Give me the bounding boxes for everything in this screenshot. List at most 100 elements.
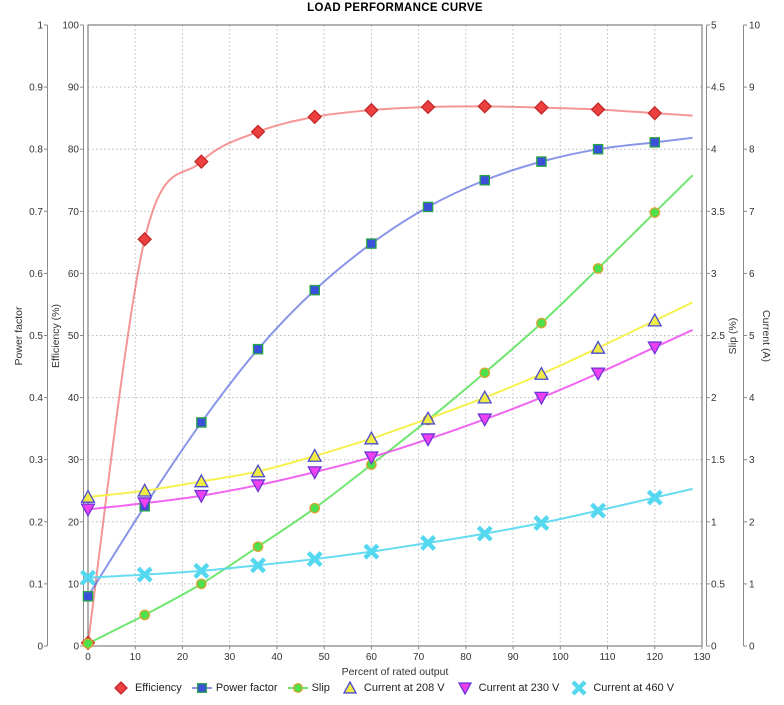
series-current-at-208-v (80, 312, 663, 503)
svg-text:120: 120 (646, 652, 663, 663)
svg-text:0.3: 0.3 (29, 455, 43, 466)
legend-label: Power factor (215, 682, 278, 694)
svg-text:0: 0 (711, 642, 717, 653)
svg-text:0.2: 0.2 (29, 517, 43, 528)
svg-text:60: 60 (68, 269, 80, 280)
svg-text:100: 100 (552, 652, 569, 663)
legend-item-efficiency: Efficiency (110, 680, 182, 696)
svg-text:10: 10 (749, 21, 761, 32)
svg-text:20: 20 (68, 517, 80, 528)
svg-text:0: 0 (85, 652, 91, 663)
svg-text:50: 50 (319, 652, 331, 663)
legend-item-current-at-208-v: Current at 208 V (339, 680, 445, 696)
svg-text:2.5: 2.5 (711, 331, 725, 342)
svg-text:3.5: 3.5 (711, 207, 725, 218)
legend-item-current-at-460-v: Current at 460 V (568, 680, 674, 696)
svg-text:60: 60 (366, 652, 378, 663)
legend: Efficiency Power factor Slip Current at 208… (0, 678, 784, 698)
slip-legend-marker-icon (287, 682, 308, 694)
legend-item-slip: Slip (287, 680, 330, 696)
svg-text:0.4: 0.4 (29, 393, 43, 404)
efficiency-legend-marker-icon (114, 681, 128, 695)
svg-text:30: 30 (68, 455, 80, 466)
svg-text:4: 4 (749, 393, 755, 404)
svg-text:90: 90 (68, 83, 80, 94)
efficiency-axis-title: Efficiency (%) (50, 304, 62, 368)
power-factor-axis-title: Power factor (13, 306, 25, 366)
svg-text:1: 1 (37, 21, 43, 32)
current-at-230-v-legend-marker-icon (457, 682, 472, 696)
svg-text:80: 80 (68, 145, 80, 156)
svg-text:2: 2 (749, 517, 755, 528)
svg-text:0: 0 (749, 642, 755, 653)
efficiency-axis: 0 10 20 30 40 50 60 70 80 90 100 (62, 21, 84, 653)
svg-text:0: 0 (73, 642, 79, 653)
svg-text:9: 9 (749, 83, 755, 94)
line-current-at-208-v (87, 301, 693, 498)
line-current-at-460-v (87, 487, 693, 579)
legend-item-current-at-230-v: Current at 230 V (454, 680, 560, 696)
slip-axis: 0 0.5 1 1.5 2 2.5 3 3.5 4 4.5 5 (706, 21, 725, 653)
svg-text:90: 90 (508, 652, 520, 663)
series-slip (82, 207, 661, 649)
svg-text:0.9: 0.9 (29, 83, 43, 94)
svg-text:4.5: 4.5 (711, 83, 725, 94)
svg-text:5: 5 (749, 331, 755, 342)
current-axis: 0 1 2 3 4 5 6 7 8 9 10 (743, 21, 761, 653)
svg-text:0.8: 0.8 (29, 145, 43, 156)
svg-text:6: 6 (749, 269, 755, 280)
svg-text:10: 10 (130, 652, 142, 663)
svg-text:100: 100 (62, 21, 79, 32)
plot-border (87, 24, 703, 647)
svg-text:0.7: 0.7 (29, 207, 43, 218)
current-axis-title: Current (A) (760, 310, 772, 362)
current-at-460-v-legend-marker-icon (571, 680, 587, 696)
svg-text:80: 80 (460, 652, 472, 663)
svg-text:50: 50 (68, 331, 80, 342)
legend-label: Current at 460 V (593, 682, 675, 694)
svg-text:1.5: 1.5 (711, 455, 725, 466)
line-power-factor (87, 136, 693, 597)
x-axis: 0 10 20 30 40 50 60 70 80 90 100 110 120 130 (85, 646, 711, 663)
svg-text:3: 3 (749, 455, 755, 466)
legend-label: Current at 208 V (363, 682, 445, 694)
legend-item-power-factor: Power factor (191, 680, 278, 696)
svg-text:2: 2 (711, 393, 717, 404)
legend-label: Efficiency (134, 682, 182, 694)
svg-text:70: 70 (413, 652, 425, 663)
svg-text:8: 8 (749, 145, 755, 156)
x-axis-title: Percent of rated output (341, 666, 449, 678)
svg-text:0.5: 0.5 (711, 579, 725, 590)
svg-text:0.5: 0.5 (29, 331, 43, 342)
svg-text:5: 5 (711, 21, 717, 32)
svg-text:20: 20 (177, 652, 189, 663)
power-factor-axis: 0 0.1 0.2 0.3 0.4 0.5 0.6 0.7 0.8 0.9 1 (29, 21, 48, 653)
svg-text:7: 7 (749, 207, 755, 218)
svg-text:130: 130 (694, 652, 711, 663)
svg-text:10: 10 (68, 579, 80, 590)
gridlines (88, 25, 702, 646)
legend-label: Current at 230 V (478, 682, 560, 694)
svg-text:4: 4 (711, 145, 717, 156)
svg-text:3: 3 (711, 269, 717, 280)
slip-axis-title: Slip (%) (727, 317, 739, 355)
svg-text:1: 1 (749, 579, 755, 590)
svg-text:40: 40 (271, 652, 283, 663)
power-factor-legend-marker-icon (191, 683, 212, 693)
legend-label: Slip (311, 682, 330, 694)
chart-title: LOAD PERFORMANCE CURVE (307, 2, 483, 14)
svg-text:0.6: 0.6 (29, 269, 43, 280)
svg-text:110: 110 (600, 652, 616, 663)
line-current-at-230-v (87, 329, 693, 511)
current-at-208-v-legend-marker-icon (342, 680, 358, 694)
series-current-at-460-v (80, 489, 663, 586)
series-current-at-230-v (80, 341, 663, 518)
svg-text:70: 70 (68, 207, 80, 218)
series-lines (87, 105, 694, 645)
svg-text:0: 0 (37, 642, 43, 653)
line-efficiency (87, 105, 693, 644)
svg-text:30: 30 (224, 652, 236, 663)
svg-text:1: 1 (711, 517, 717, 528)
